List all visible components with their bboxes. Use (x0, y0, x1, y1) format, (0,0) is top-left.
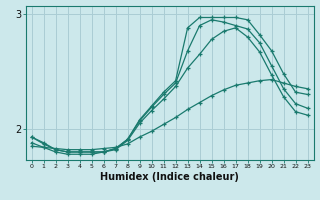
X-axis label: Humidex (Indice chaleur): Humidex (Indice chaleur) (100, 172, 239, 182)
